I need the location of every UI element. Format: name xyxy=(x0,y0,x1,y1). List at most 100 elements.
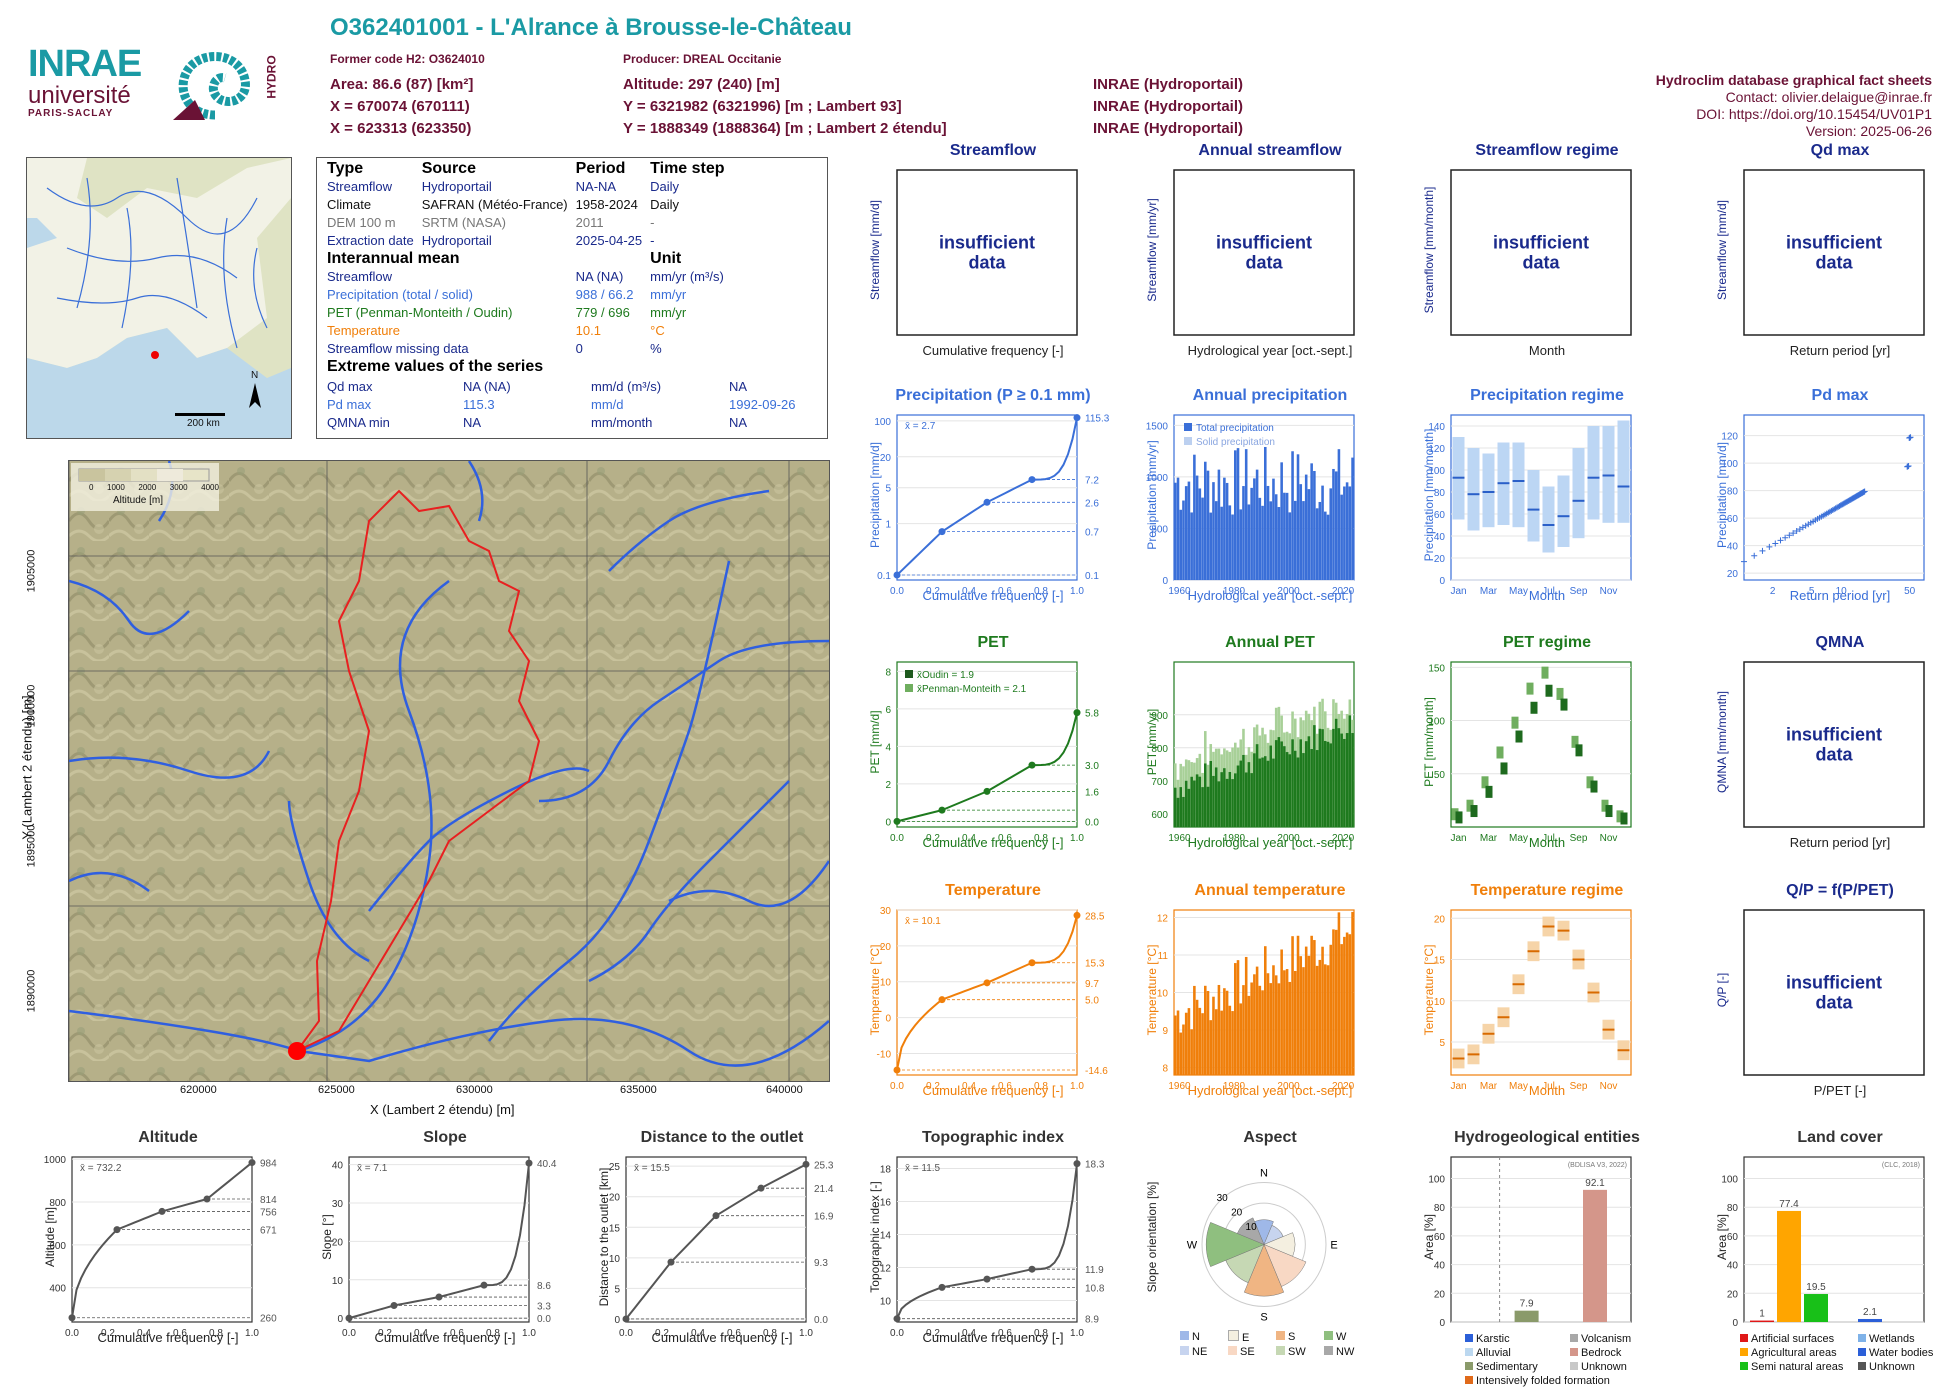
pd-max-point xyxy=(1741,558,1747,565)
year-bar xyxy=(1313,940,1316,1075)
chart-ylabel: Precipitation [mm/month] xyxy=(1422,428,1436,561)
year-bar xyxy=(1307,489,1311,580)
mean-label: x̄ = 15.5 xyxy=(634,1163,670,1174)
year-bar xyxy=(1345,932,1349,1075)
x-tick-label: 1980 xyxy=(1223,586,1246,597)
bar-value-label: 2.1 xyxy=(1863,1307,1877,1318)
x-tick-label: 0.8 xyxy=(1034,833,1048,844)
year-bar xyxy=(1201,787,1204,827)
year-bar xyxy=(1258,758,1262,827)
insufficient-data-label: insufficient xyxy=(939,233,1035,253)
year-bar xyxy=(1332,468,1335,580)
year-bar xyxy=(1343,486,1346,580)
regime-pm-bar xyxy=(1616,810,1624,823)
ext-value: NA (NA) xyxy=(463,379,511,394)
year-bar xyxy=(1247,995,1251,1075)
pd-max-point xyxy=(1907,434,1914,441)
y-tick-label: 10 xyxy=(880,1297,892,1308)
landcover-legend-label: Semi natural areas xyxy=(1751,1361,1844,1373)
chart-title: Precipitation regime xyxy=(1470,387,1624,404)
ext-label: QMNA min xyxy=(327,415,390,430)
year-bar xyxy=(1340,733,1343,827)
quantile-label: 0.0 xyxy=(537,1314,551,1325)
y-tick-label: 20 xyxy=(1727,569,1739,580)
y-tick-label: 1000 xyxy=(44,1155,67,1166)
y-tick-label: 1 xyxy=(885,520,891,531)
quantile-label: 8.6 xyxy=(537,1281,551,1292)
chart-title: Streamflow regime xyxy=(1475,142,1619,159)
year-bar xyxy=(1187,788,1191,827)
year-bar xyxy=(1220,506,1223,580)
mean-label: Streamflow missing data xyxy=(327,341,469,356)
aspect-legend-label: N xyxy=(1192,1331,1200,1343)
y-tick-label: 100 xyxy=(1721,459,1738,470)
insufficient-data-label: data xyxy=(1815,993,1853,1013)
y-tick-label: 60 xyxy=(1434,510,1446,521)
aspect-legend-item: NW xyxy=(1324,1345,1372,1359)
regime-oudin-bar xyxy=(1515,730,1523,743)
hydrogeo-legend-label: Sedimentary xyxy=(1476,1361,1538,1373)
mean-value: 779 / 696 xyxy=(575,305,630,320)
y-tick-label: 60 xyxy=(1727,514,1739,525)
pd-max-point xyxy=(1796,526,1803,533)
row-type: Extraction date xyxy=(327,233,414,248)
year-bar xyxy=(1269,745,1273,827)
x-tick-label: 2000 xyxy=(1277,586,1300,597)
y-tick-label: 150 xyxy=(1428,663,1445,674)
chart-frame xyxy=(896,169,1078,336)
y-tick-label: 0 xyxy=(1439,576,1445,587)
x-tick-label: 0.4 xyxy=(414,1328,428,1339)
chart-frame xyxy=(71,1156,253,1323)
year-bar xyxy=(1296,454,1300,580)
compass-label: W xyxy=(1187,1240,1198,1252)
doi-link[interactable]: DOI: https://doi.org/10.15454/UV01P1 xyxy=(1696,106,1932,122)
contact-link[interactable]: Contact: olivier.delaigue@inrae.fr xyxy=(1725,89,1932,105)
year-bar xyxy=(1198,1007,1202,1075)
bar-value-label: 92.1 xyxy=(1585,1178,1605,1189)
quantile-label: 5.0 xyxy=(1085,996,1099,1007)
mean-value: 10.1 xyxy=(575,323,601,338)
chart-title: Q/P = f(P/PET) xyxy=(1786,882,1894,899)
year-bar xyxy=(1326,741,1330,827)
year-bar xyxy=(1283,746,1286,827)
catchment-map[interactable]: 0 1000 2000 3000 4000 Altitude [m] xyxy=(68,460,830,1082)
y-tick-label: 0 xyxy=(614,1315,620,1326)
map-xtick: 640000 xyxy=(766,1084,803,1096)
year-bar xyxy=(1253,753,1256,827)
x-tick-label: 0.6 xyxy=(727,1328,741,1339)
inset-map[interactable]: 200 km N xyxy=(26,157,292,439)
regime-pm-bar xyxy=(1526,682,1534,695)
chart-xlabel: Return period [yr] xyxy=(1789,343,1891,358)
chart-title: Hydrogeological entities xyxy=(1454,1129,1640,1146)
y-tick-label: 20 xyxy=(1434,914,1446,925)
bar-value-label: 77.4 xyxy=(1779,1199,1799,1210)
station-location-marker xyxy=(151,351,159,359)
quantile-point xyxy=(1073,1160,1081,1168)
aspect-legend-label: NW xyxy=(1336,1346,1355,1358)
header-type: Type xyxy=(327,160,364,177)
chart-frame xyxy=(896,661,1078,828)
chart-frame xyxy=(896,909,1078,1076)
chart-xlabel: Cumulative frequency [-] xyxy=(922,835,1064,850)
year-bar xyxy=(1239,1003,1243,1075)
x-tick-label: 0.4 xyxy=(962,586,976,597)
station-outlet-marker xyxy=(288,1042,306,1060)
x-tick-label: 0.2 xyxy=(655,1328,669,1339)
chart-xlabel: Month xyxy=(1528,588,1566,603)
streamflow-chart: insufficient data Streamflow Cumulative fre… xyxy=(833,142,1113,400)
year-bar xyxy=(1176,1010,1180,1075)
ring-label: 20 xyxy=(1231,1208,1243,1219)
quantile-label: 10.8 xyxy=(1085,1283,1105,1294)
y-tick-label: 4 xyxy=(885,742,891,753)
year-bar xyxy=(1348,715,1352,827)
y-tick-label: 40 xyxy=(1727,542,1739,553)
mean-label: x̄ = 732.2 xyxy=(80,1163,122,1174)
pd-max-point xyxy=(1786,532,1793,539)
year-bar xyxy=(1174,482,1177,580)
database-name: Hydroclim database graphical fact sheets xyxy=(1655,72,1932,88)
x-tick-label: Nov xyxy=(1600,1081,1618,1092)
legend-label: Total precipitation xyxy=(1196,423,1274,434)
year-bar xyxy=(1288,754,1292,827)
year-bar xyxy=(1179,787,1183,827)
